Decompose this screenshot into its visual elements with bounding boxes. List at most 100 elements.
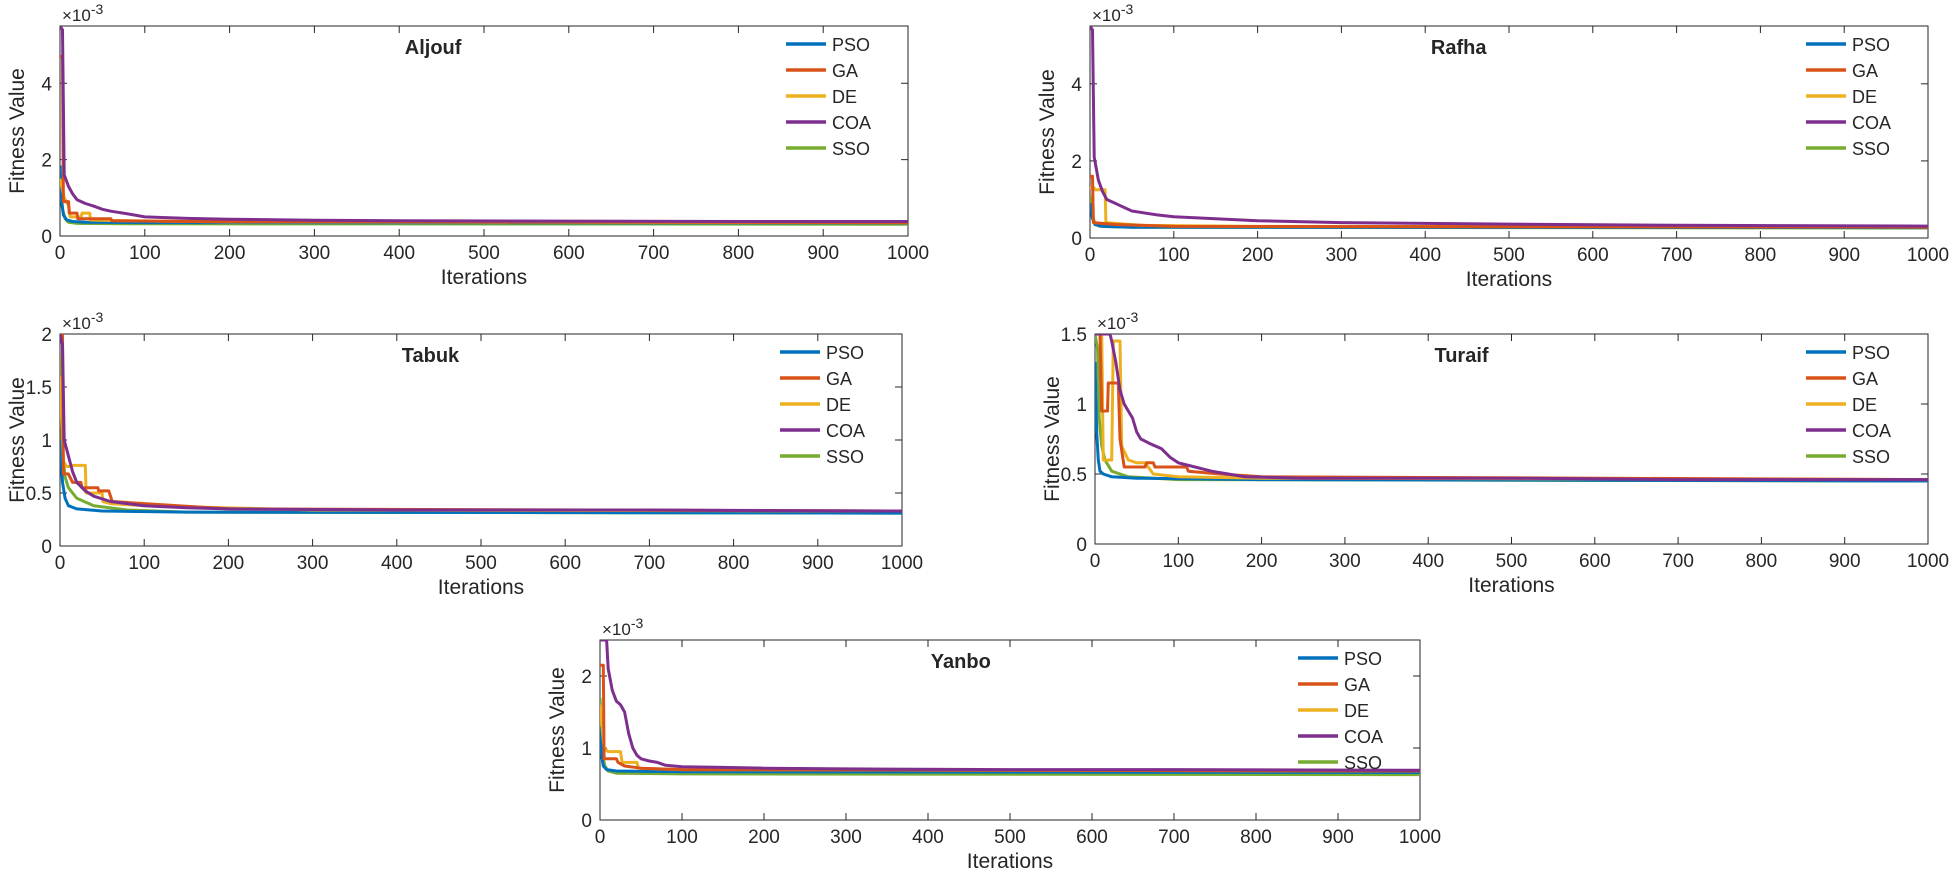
x-tick-label: 600 xyxy=(549,553,581,574)
y-tick-label: 0.5 xyxy=(1061,465,1087,486)
legend-label-coa: COA xyxy=(1852,421,1891,441)
legend-label-de: DE xyxy=(832,87,857,107)
x-tick-label: 900 xyxy=(802,553,834,574)
x-tick-label: 0 xyxy=(595,827,606,848)
y-tick-label: 2 xyxy=(41,151,52,172)
legend-label-de: DE xyxy=(1852,395,1877,415)
x-tick-label: 900 xyxy=(1322,827,1354,848)
x-tick-label: 800 xyxy=(1240,827,1272,848)
y-exponent-label: ×10-3 xyxy=(62,309,104,333)
x-tick-label: 300 xyxy=(830,827,862,848)
x-tick-label: 1000 xyxy=(887,243,929,264)
legend-label-pso: PSO xyxy=(1852,343,1890,363)
x-tick-label: 300 xyxy=(1329,551,1361,572)
chart-title: Yanbo xyxy=(931,651,991,673)
y-exponent-label: ×10-3 xyxy=(1092,1,1134,25)
legend-label-sso: SSO xyxy=(826,447,864,467)
x-tick-label: 500 xyxy=(465,553,497,574)
series-line-coa xyxy=(1090,26,1928,228)
plot-area xyxy=(59,25,909,237)
x-tick-label: 0 xyxy=(1085,245,1096,266)
y-tick-label: 4 xyxy=(41,74,52,95)
legend-label-ga: GA xyxy=(826,369,852,389)
x-tick-label: 700 xyxy=(638,243,670,264)
y-tick-label: 0 xyxy=(1071,229,1082,250)
chart-title: Turaif xyxy=(1434,345,1488,367)
y-tick-label: 0.5 xyxy=(26,484,52,505)
x-tick-label: 200 xyxy=(213,553,245,574)
series-line-coa xyxy=(60,334,902,513)
y-tick-label: 0 xyxy=(41,227,52,248)
y-tick-label: 1.5 xyxy=(26,378,52,399)
x-tick-label: 900 xyxy=(1828,245,1860,266)
x-tick-label: 400 xyxy=(383,243,415,264)
x-tick-label: 700 xyxy=(634,553,666,574)
x-tick-label: 600 xyxy=(553,243,585,264)
x-tick-label: 700 xyxy=(1662,551,1694,572)
x-tick-label: 100 xyxy=(129,243,161,264)
x-tick-label: 600 xyxy=(1577,245,1609,266)
y-exponent-label: ×10-3 xyxy=(1097,309,1139,333)
panel-yanbo: 0 100 200 300 400 500 600 700 800 900 1000 0 1 2 ×10-3… xyxy=(546,615,1441,873)
series-line-pso xyxy=(60,165,908,225)
panel-turaif: 0 100 200 300 400 500 600 700 800 900 1000 0 0.5 1 1.5… xyxy=(1041,309,1949,597)
x-tick-label: 800 xyxy=(1745,245,1777,266)
x-tick-label: 100 xyxy=(666,827,698,848)
x-tick-label: 1000 xyxy=(1399,827,1441,848)
series-line-ga xyxy=(1095,334,1928,482)
x-tick-label: 400 xyxy=(381,553,413,574)
x-tick-label: 200 xyxy=(214,243,246,264)
x-tick-label: 900 xyxy=(1829,551,1861,572)
legend-label-pso: PSO xyxy=(1344,649,1382,669)
y-tick-label: 0 xyxy=(581,811,592,832)
y-exponent-label: ×10-3 xyxy=(62,1,104,25)
x-tick-label: 300 xyxy=(1326,245,1358,266)
x-tick-label: 400 xyxy=(1409,245,1441,266)
y-tick-label: 4 xyxy=(1071,75,1082,96)
x-tick-label: 700 xyxy=(1158,827,1190,848)
x-tick-label: 500 xyxy=(1493,245,1525,266)
chart-title: Aljouf xyxy=(405,37,462,59)
legend-label-sso: SSO xyxy=(832,139,870,159)
x-tick-label: 0 xyxy=(55,553,66,574)
y-tick-label: 2 xyxy=(581,667,592,688)
x-tick-label: 300 xyxy=(299,243,331,264)
x-tick-label: 100 xyxy=(1162,551,1194,572)
panel-aljouf: 0 100 200 300 400 500 600 700 800 900 1000 0 2 4 ×10-3… xyxy=(6,1,929,289)
series-line-ga xyxy=(1090,174,1928,229)
series-line-coa xyxy=(1095,334,1928,482)
x-tick-label: 1000 xyxy=(1907,245,1949,266)
legend-label-ga: GA xyxy=(1344,675,1370,695)
legend-label-sso: SSO xyxy=(1344,753,1382,773)
y-axis-label: Fitness Value xyxy=(546,667,569,793)
y-tick-label: 1 xyxy=(581,739,592,760)
chart-title: Rafha xyxy=(1431,37,1487,59)
series-line-ga xyxy=(60,334,902,513)
x-tick-label: 700 xyxy=(1661,245,1693,266)
x-tick-label: 300 xyxy=(297,553,329,574)
legend-label-pso: PSO xyxy=(1852,35,1890,55)
legend-label-ga: GA xyxy=(1852,61,1878,81)
plot-area xyxy=(1089,25,1929,239)
x-axis-label: Iterations xyxy=(967,850,1053,873)
legend-label-coa: COA xyxy=(1344,727,1383,747)
series-line-pso xyxy=(60,439,902,515)
legend-label-ga: GA xyxy=(1852,369,1878,389)
y-tick-label: 1.5 xyxy=(1061,325,1087,346)
x-tick-label: 600 xyxy=(1579,551,1611,572)
plot-area xyxy=(599,639,1421,821)
x-tick-label: 100 xyxy=(1158,245,1190,266)
legend-label-de: DE xyxy=(1852,87,1877,107)
chart-title: Tabuk xyxy=(402,345,460,367)
x-tick-label: 800 xyxy=(723,243,755,264)
y-axis-label: Fitness Value xyxy=(6,68,29,194)
x-axis-label: Iterations xyxy=(438,576,524,599)
x-tick-label: 600 xyxy=(1076,827,1108,848)
legend-label-sso: SSO xyxy=(1852,139,1890,159)
x-axis-label: Iterations xyxy=(1468,574,1554,597)
y-tick-label: 0 xyxy=(41,537,52,558)
x-tick-label: 0 xyxy=(55,243,66,264)
x-tick-label: 200 xyxy=(748,827,780,848)
x-tick-label: 800 xyxy=(1746,551,1778,572)
